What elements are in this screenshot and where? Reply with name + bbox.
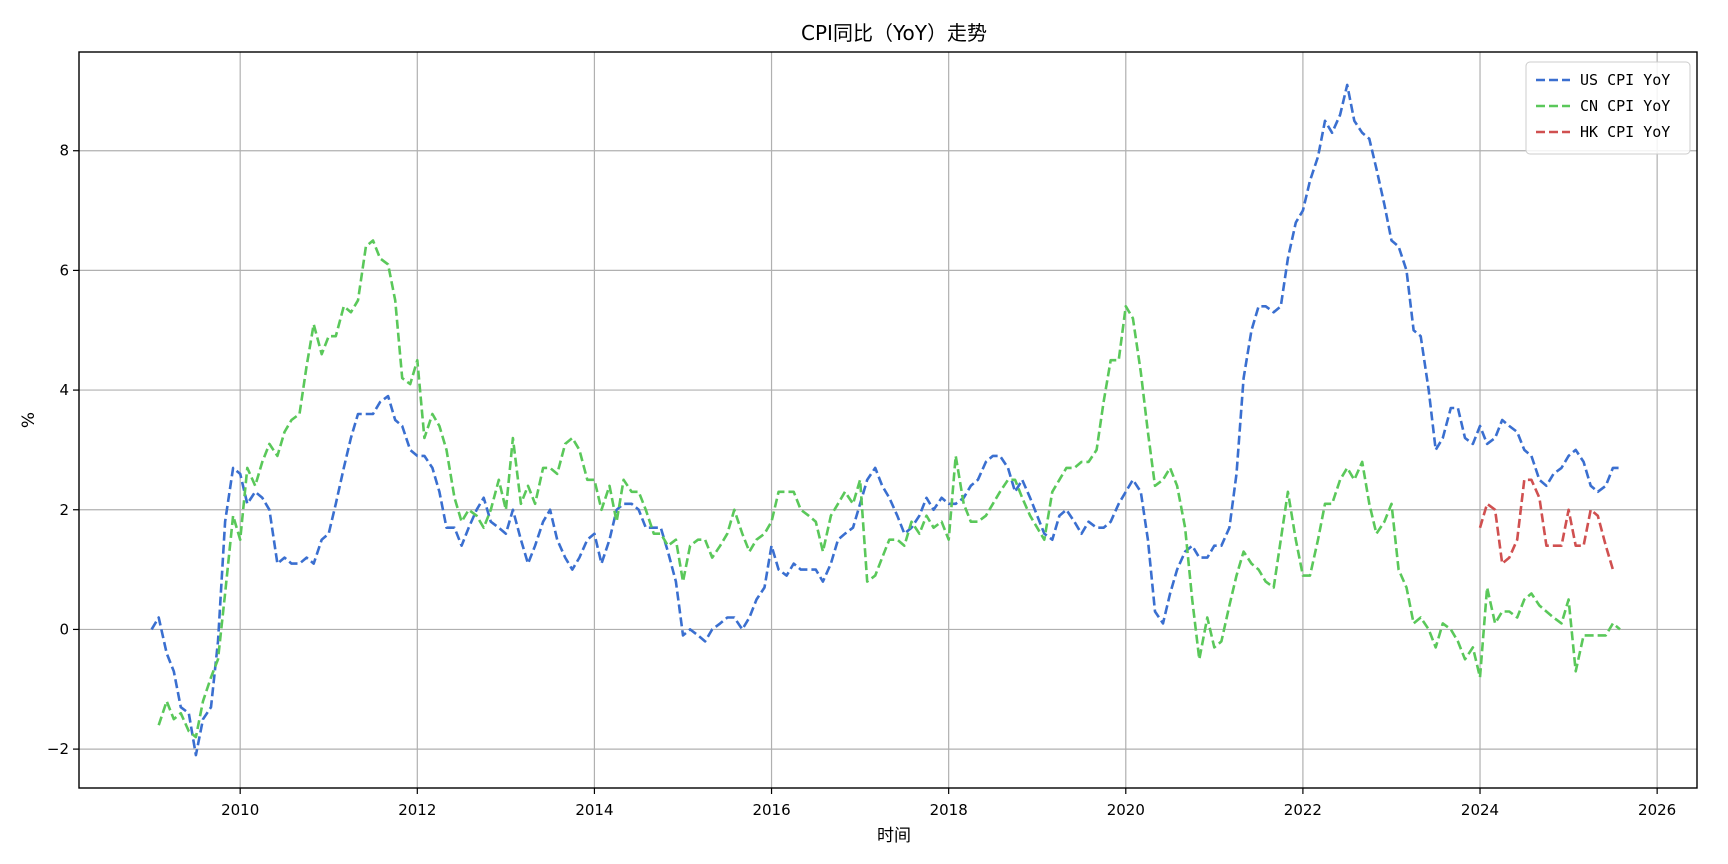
legend: US CPI YoY CN CPI YoY HK CPI YoY [1525,61,1691,155]
x-axis: 2010 2012 2014 2016 2018 2020 2022 2024 2026 [221,788,1676,819]
x-tick-label: 2014 [575,801,613,819]
series-line-3 [1478,478,1615,570]
series-layer [150,83,1621,757]
chart-title: CPI同比（YoY）走势 [801,21,987,45]
legend-label: CN CPI YoY [1580,97,1670,115]
y-tick-label: 8 [59,142,69,160]
x-tick-label: 2020 [1107,801,1145,819]
legend-label: HK CPI YoY [1580,123,1670,141]
y-axis-label: % [19,412,39,428]
x-tick-label: 2018 [930,801,968,819]
y-axis: −2 0 2 4 6 8 [47,142,79,758]
y-tick-label: −2 [47,740,69,758]
x-tick-label: 2012 [398,801,436,819]
y-tick-label: 6 [59,261,69,279]
x-tick-label: 2026 [1638,801,1676,819]
x-axis-label: 时间 [877,826,911,846]
x-tick-label: 2022 [1284,801,1322,819]
x-tick-label: 2016 [752,801,790,819]
legend-label: US CPI YoY [1580,71,1670,89]
x-tick-label: 2024 [1461,801,1499,819]
y-tick-label: 2 [59,501,69,519]
grid [79,52,1697,788]
x-tick-label: 2010 [221,801,259,819]
plot-frame [78,51,1698,789]
y-tick-label: 0 [59,620,69,638]
series-line-2 [157,239,1621,739]
series-line-1 [150,83,1620,757]
y-tick-label: 4 [59,381,69,399]
